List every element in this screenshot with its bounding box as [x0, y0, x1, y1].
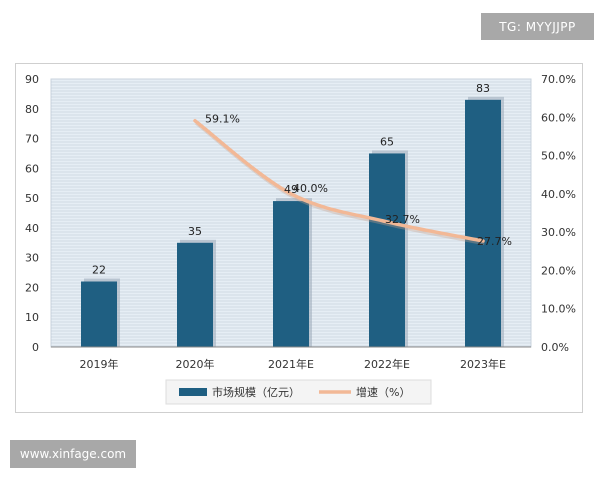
bar-2023年E	[465, 99, 501, 347]
watermark-top: TG: MYYJJPP	[481, 13, 594, 40]
bar-2020年	[177, 242, 213, 347]
y-left-tick-label: 30	[25, 252, 39, 265]
bar-line-chart: 0 10 20 30 40 50 60 70 80 90 0.0% 10.0% 20.0% 30.0% 4…	[25, 73, 576, 405]
legend: 市场规模（亿元） 增速（%）	[165, 379, 432, 405]
growth-line-path	[193, 118, 485, 243]
x-tick-label: 2021年E	[268, 357, 314, 371]
watermark-bottom: www.xinfage.com	[10, 440, 136, 468]
bar-value-label: 22	[92, 263, 106, 276]
bar-value-label: 65	[380, 135, 394, 148]
y-right-tick-label: 0.0%	[541, 341, 569, 354]
x-tick-label: 2020年	[176, 357, 215, 371]
y-right-tick-label: 20.0%	[541, 264, 576, 277]
legend-label-line: 增速（%）	[356, 385, 410, 399]
chart-panel: 0 10 20 30 40 50 60 70 80 90 0.0% 10.0% 20.0% 30.0% 4…	[15, 63, 583, 413]
y-left-tick-label: 90	[25, 73, 39, 86]
legend-swatch-bar	[179, 388, 207, 396]
x-tick-label: 2019年	[80, 357, 119, 371]
y-axis-right: 0.0% 10.0% 20.0% 30.0% 40.0% 50.0% 60.0% 70.0%	[541, 73, 576, 354]
bar-2019年	[81, 281, 117, 347]
y-left-tick-label: 40	[25, 222, 39, 235]
growth-value-label: 32.7%	[385, 213, 420, 226]
x-tick-label: 2022年E	[364, 357, 410, 371]
y-left-tick-label: 50	[25, 192, 39, 205]
y-left-tick-label: 70	[25, 133, 39, 146]
gridlines	[51, 81, 531, 347]
y-right-tick-label: 70.0%	[541, 73, 576, 86]
data-labels: 22 35 49 65 83 59.1% 40.0% 32.7% 27.7%	[92, 82, 512, 277]
y-left-tick-label: 80	[25, 103, 39, 116]
y-right-tick-label: 50.0%	[541, 150, 576, 163]
y-left-tick-label: 60	[25, 162, 39, 175]
bar-value-label: 83	[476, 82, 490, 95]
x-axis: 2019年 2020年 2021年E 2022年E 2023年E	[51, 346, 531, 371]
x-tick-label: 2023年E	[460, 357, 506, 371]
y-right-tick-label: 60.0%	[541, 111, 576, 124]
bar-value-label: 49	[284, 183, 298, 196]
growth-line	[193, 118, 485, 246]
y-left-tick-label: 10	[25, 311, 39, 324]
legend-box	[165, 379, 432, 405]
y-left-tick-label: 0	[32, 341, 39, 354]
bar-2021年E	[273, 201, 309, 347]
growth-value-label: 40.0%	[293, 182, 328, 195]
y-right-tick-label: 30.0%	[541, 226, 576, 239]
bar-2022年E	[369, 153, 405, 347]
growth-value-label: 59.1%	[205, 113, 240, 126]
y-left-tick-label: 20	[25, 281, 39, 294]
y-axis-left: 0 10 20 30 40 50 60 70 80 90	[25, 73, 39, 354]
bar-value-label: 35	[188, 225, 202, 238]
y-right-tick-label: 40.0%	[541, 188, 576, 201]
legend-label-bar: 市场规模（亿元）	[212, 385, 300, 399]
y-right-tick-label: 10.0%	[541, 303, 576, 316]
bars	[81, 96, 504, 347]
growth-value-label: 27.7%	[477, 235, 512, 248]
